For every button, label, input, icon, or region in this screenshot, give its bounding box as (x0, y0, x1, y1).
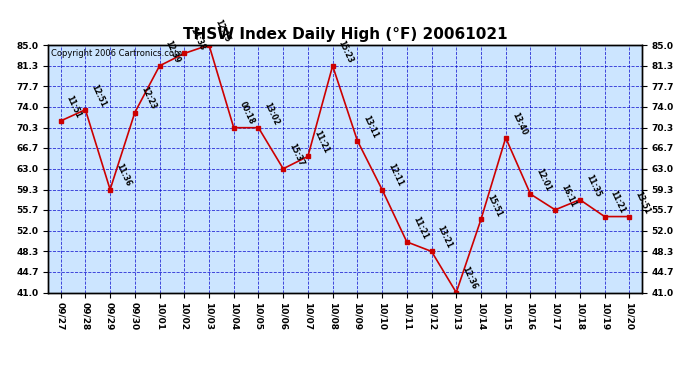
Title: THSW Index Daily High (°F) 20061021: THSW Index Daily High (°F) 20061021 (183, 27, 507, 42)
Text: 12:15: 12:15 (213, 18, 231, 44)
Text: 12:23: 12:23 (139, 86, 157, 111)
Text: 13:21: 13:21 (435, 224, 454, 250)
Text: 11:21: 11:21 (609, 189, 627, 215)
Text: 11:35: 11:35 (584, 173, 602, 198)
Text: 16:11: 16:11 (560, 183, 578, 209)
Text: 12:36: 12:36 (460, 266, 479, 291)
Text: 11:51: 11:51 (65, 94, 83, 120)
Text: 12:01: 12:01 (535, 167, 553, 193)
Text: 13:40: 13:40 (510, 111, 529, 136)
Text: 13:51: 13:51 (633, 190, 652, 215)
Text: 12:39: 12:39 (164, 39, 182, 64)
Text: 11:36: 11:36 (115, 162, 132, 188)
Text: Copyright 2006 Cartronics.com: Copyright 2006 Cartronics.com (51, 49, 182, 58)
Text: 15:51: 15:51 (485, 192, 504, 218)
Text: 15:23: 15:23 (337, 39, 355, 64)
Text: 11:21: 11:21 (312, 129, 331, 155)
Text: 15:37: 15:37 (287, 142, 306, 167)
Text: 00:18: 00:18 (238, 100, 256, 126)
Text: 12:51: 12:51 (90, 83, 108, 108)
Text: 12:11: 12:11 (386, 162, 404, 188)
Text: 11:21: 11:21 (411, 215, 429, 240)
Text: 13:02: 13:02 (263, 100, 281, 126)
Text: 14:38: 14:38 (188, 26, 207, 52)
Text: 13:11: 13:11 (362, 114, 380, 139)
